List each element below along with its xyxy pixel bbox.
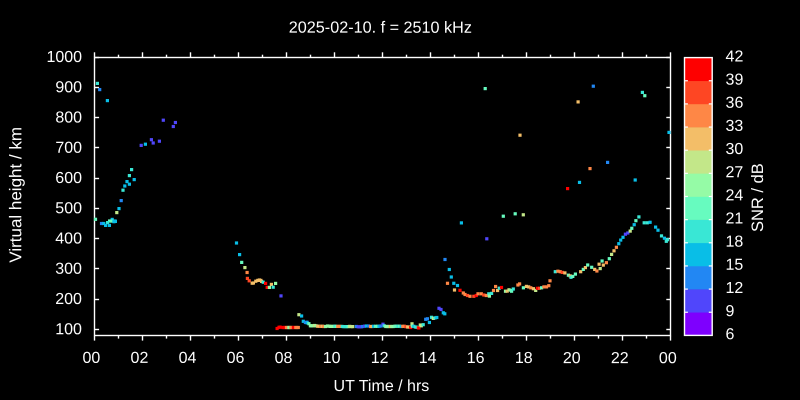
svg-text:30: 30: [726, 141, 744, 158]
svg-text:6: 6: [725, 326, 734, 343]
svg-text:18: 18: [725, 234, 743, 251]
svg-text:900: 900: [55, 79, 82, 96]
svg-text:400: 400: [55, 231, 82, 248]
svg-text:02: 02: [131, 350, 149, 367]
svg-text:800: 800: [55, 110, 82, 127]
svg-text:06: 06: [227, 350, 245, 367]
svg-text:1000: 1000: [46, 49, 82, 66]
svg-text:SNR / dB: SNR / dB: [749, 163, 767, 232]
svg-text:00: 00: [83, 350, 101, 367]
svg-text:10: 10: [323, 350, 341, 367]
svg-text:12: 12: [725, 280, 743, 297]
svg-text:33: 33: [726, 118, 744, 135]
svg-text:18: 18: [515, 350, 533, 367]
svg-text:16: 16: [467, 350, 485, 367]
svg-text:20: 20: [563, 350, 581, 367]
svg-text:12: 12: [371, 350, 389, 367]
svg-text:24: 24: [725, 187, 743, 204]
svg-text:15: 15: [725, 257, 743, 274]
svg-text:9: 9: [725, 303, 734, 320]
svg-text:200: 200: [55, 291, 82, 308]
svg-text:39: 39: [726, 72, 744, 89]
svg-text:22: 22: [611, 350, 629, 367]
svg-text:2025-02-10. f = 2510 kHz: 2025-02-10. f = 2510 kHz: [289, 19, 472, 37]
svg-text:600: 600: [55, 170, 82, 187]
svg-text:UT Time / hrs: UT Time / hrs: [334, 378, 430, 395]
svg-text:500: 500: [55, 200, 82, 217]
svg-text:27: 27: [726, 164, 744, 181]
svg-text:14: 14: [419, 350, 437, 367]
svg-text:100: 100: [55, 321, 82, 338]
svg-text:300: 300: [55, 261, 82, 278]
svg-text:42: 42: [726, 48, 744, 65]
svg-text:700: 700: [55, 140, 82, 157]
svg-text:21: 21: [725, 210, 743, 227]
svg-text:04: 04: [179, 350, 197, 367]
svg-text:08: 08: [275, 350, 293, 367]
svg-text:36: 36: [726, 95, 744, 112]
svg-text:00: 00: [659, 350, 677, 367]
svg-text:Virtual height / km: Virtual height / km: [6, 127, 25, 263]
